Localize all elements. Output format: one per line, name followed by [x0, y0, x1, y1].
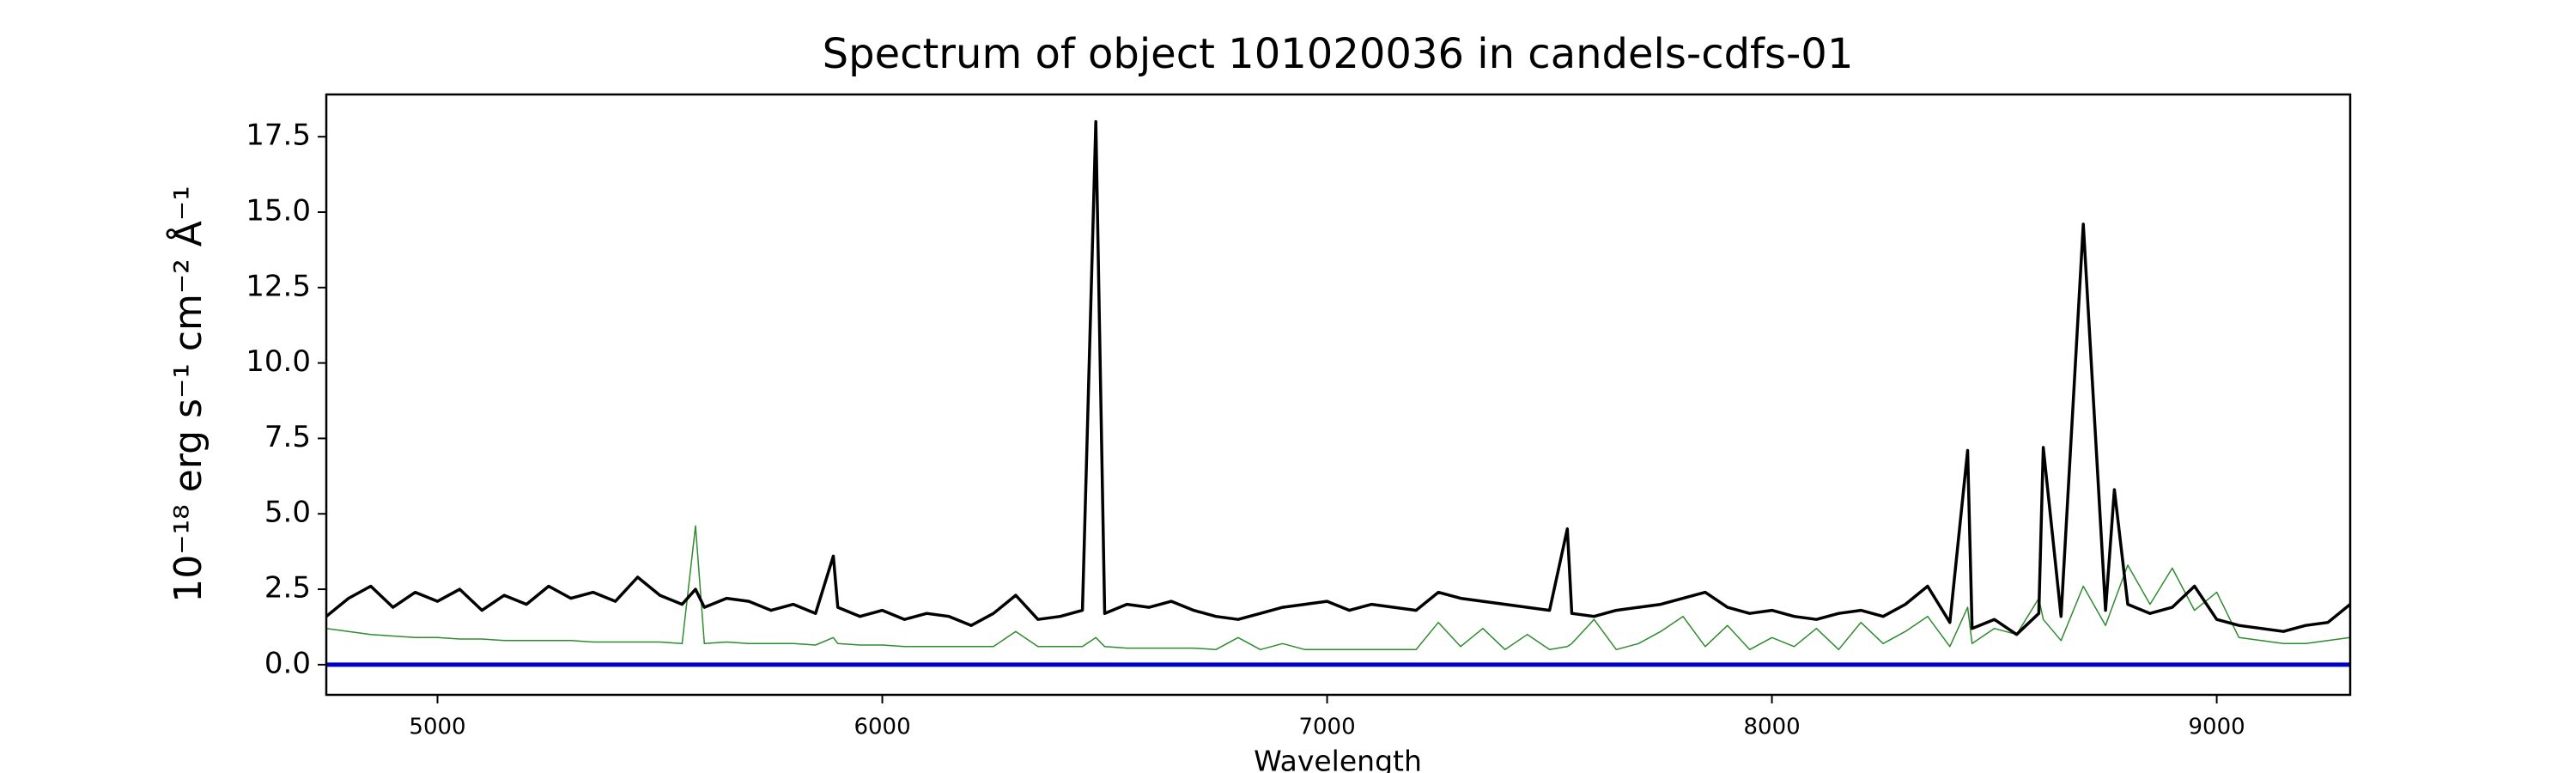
y-tick-label: 15.0	[246, 193, 311, 228]
x-tick-label: 8000	[1743, 715, 1800, 740]
y-tick-label: 7.5	[264, 420, 311, 454]
x-tick-label: 6000	[854, 715, 910, 740]
y-tick-label: 5.0	[264, 496, 311, 530]
x-tick-label: 9000	[2189, 715, 2245, 740]
spectrum-line	[326, 525, 2350, 651]
x-axis-label: Wavelength	[1254, 745, 1422, 773]
y-axis-label: 10⁻¹⁸ erg s⁻¹ cm⁻² Å⁻¹	[165, 186, 210, 602]
spectrum-line	[326, 119, 2350, 636]
y-tick-label: 2.5	[264, 571, 311, 606]
y-tick-label: 17.5	[246, 119, 311, 153]
y-tick-label: 10.0	[246, 344, 311, 379]
chart-title: Spectrum of object 101020036 in candels-…	[823, 30, 1854, 78]
x-tick-label: 5000	[409, 715, 465, 740]
y-tick-label: 12.5	[246, 269, 311, 303]
plot-frame	[325, 93, 2352, 697]
y-tick-label: 0.0	[264, 646, 311, 680]
x-tick-label: 7000	[1298, 715, 1355, 740]
